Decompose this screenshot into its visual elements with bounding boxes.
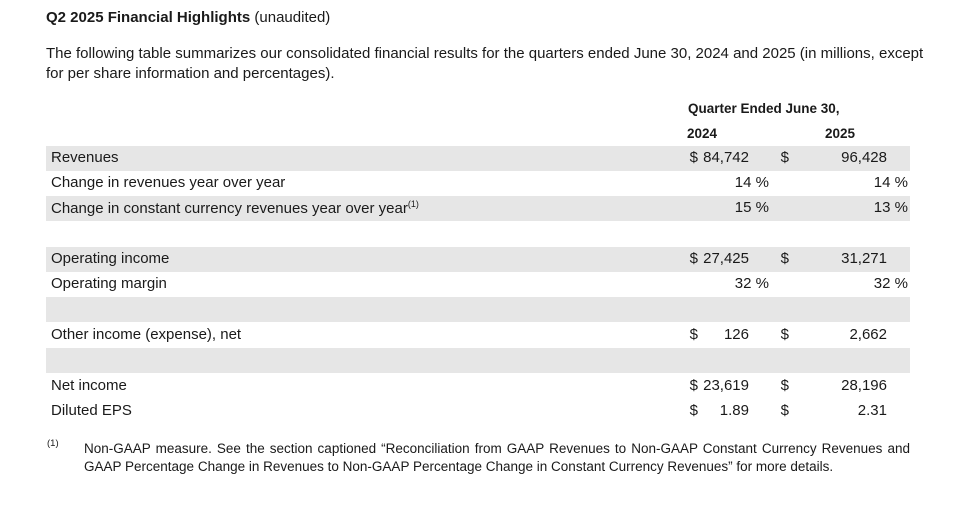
- footnote-marker: (1): [47, 438, 59, 449]
- row-label: Change in revenues year over year: [51, 174, 286, 191]
- intro-paragraph: The following table summarizes our conso…: [46, 45, 924, 82]
- table-row-cc-revenue-change: Change in constant currency revenues yea…: [46, 196, 910, 221]
- period-header: Quarter Ended June 30,: [688, 101, 840, 116]
- row-label: Revenues: [51, 149, 119, 166]
- value-2024: 1.89: [719, 402, 749, 419]
- currency-2025: $: [780, 377, 789, 394]
- table-row-revenue-change: Change in revenues year over year 14 % 1…: [46, 171, 910, 196]
- value-2024: 14 %: [734, 174, 769, 191]
- currency-2025: $: [780, 402, 789, 419]
- currency-2024: $: [689, 250, 698, 267]
- row-label: Diluted EPS: [51, 402, 132, 419]
- row-label: Net income: [51, 377, 127, 394]
- value-2024: 126: [723, 326, 749, 343]
- value-2025: 13 %: [873, 199, 908, 216]
- value-2024: 15 %: [734, 199, 769, 216]
- footnote-ref: (1): [407, 199, 419, 209]
- currency-2024: $: [689, 326, 698, 343]
- table-row-other-income: Other income (expense), net $ 126 $ 2,66…: [46, 323, 910, 348]
- spacer-row: [46, 221, 910, 246]
- section-title: Q2 2025 Financial Highlights (unaudited): [46, 9, 331, 26]
- table-row-operating-margin: Operating margin 32 % 32 %: [46, 272, 910, 297]
- value-2025: 31,271: [841, 250, 887, 267]
- currency-2025: $: [780, 326, 789, 343]
- table-row-operating-income: Operating income $ 27,425 $ 31,271: [46, 247, 910, 272]
- value-2025: 2,662: [849, 326, 887, 343]
- value-2025: 32 %: [873, 275, 908, 292]
- currency-2025: $: [780, 250, 789, 267]
- spacer-row: [46, 297, 910, 322]
- row-label: Operating income: [51, 250, 170, 267]
- value-2025: 96,428: [841, 149, 887, 166]
- value-2024: 84,742: [703, 149, 749, 166]
- currency-2024: $: [689, 377, 698, 394]
- value-2025: 28,196: [841, 377, 887, 394]
- value-2024: 27,425: [703, 250, 749, 267]
- row-label: Change in constant currency revenues yea…: [51, 199, 419, 217]
- value-2025: 14 %: [873, 174, 908, 191]
- currency-2025: $: [780, 149, 789, 166]
- currency-2024: $: [689, 402, 698, 419]
- row-label: Other income (expense), net: [51, 326, 242, 343]
- spacer-row: [46, 348, 910, 373]
- value-2025: 2.31: [857, 402, 887, 419]
- value-2024: 23,619: [703, 377, 749, 394]
- table-row-net-income: Net income $ 23,619 $ 28,196: [46, 374, 910, 399]
- year-2025-header: 2025: [825, 126, 856, 141]
- value-2024: 32 %: [734, 275, 769, 292]
- year-2024-header: 2024: [687, 126, 718, 141]
- row-label: Operating margin: [51, 275, 167, 292]
- table-row-revenues: Revenues $ 84,742 $ 96,428: [46, 146, 910, 171]
- footnote-text: Non-GAAP measure. See the section captio…: [84, 441, 910, 474]
- currency-2024: $: [689, 149, 698, 166]
- table-row-diluted-eps: Diluted EPS $ 1.89 $ 2.31: [46, 399, 910, 424]
